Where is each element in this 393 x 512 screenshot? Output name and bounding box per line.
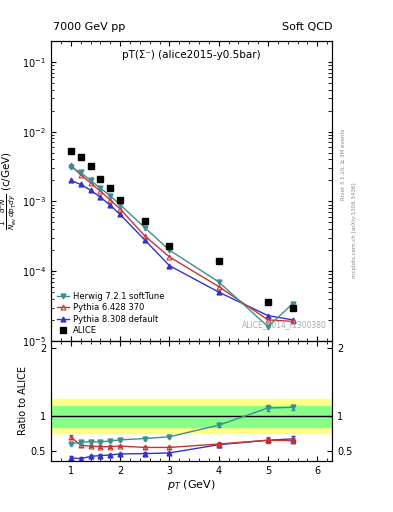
Pythia 6.428 370 xyxy=(108,197,113,203)
ALICE xyxy=(108,185,113,191)
Pythia 6.428 370 xyxy=(88,180,93,186)
Line: Herwig 7.2.1 softTune: Herwig 7.2.1 softTune xyxy=(68,165,295,329)
Y-axis label: $\frac{1}{N_{ev}}\frac{d^{2}N}{dp_{T}dy}$ (c/GeV): $\frac{1}{N_{ev}}\frac{d^{2}N}{dp_{T}dy}… xyxy=(0,152,18,230)
Pythia 8.308 default xyxy=(142,237,147,243)
ALICE xyxy=(98,176,103,182)
Herwig 7.2.1 softTune xyxy=(68,164,73,170)
Pythia 8.308 default xyxy=(108,202,113,208)
Herwig 7.2.1 softTune xyxy=(167,247,172,253)
Line: Pythia 6.428 370: Pythia 6.428 370 xyxy=(68,163,295,324)
Pythia 8.308 default xyxy=(167,263,172,269)
Text: 7000 GeV pp: 7000 GeV pp xyxy=(53,22,125,32)
Line: Pythia 8.308 default: Pythia 8.308 default xyxy=(68,178,295,322)
Pythia 6.428 370 xyxy=(118,206,123,212)
Pythia 8.308 default xyxy=(290,317,295,323)
Pythia 6.428 370 xyxy=(142,233,147,239)
Herwig 7.2.1 softTune xyxy=(88,177,93,183)
Herwig 7.2.1 softTune xyxy=(142,225,147,231)
Pythia 6.428 370 xyxy=(78,172,83,178)
Pythia 8.308 default xyxy=(68,177,73,183)
Pythia 6.428 370 xyxy=(216,284,221,290)
Pythia 8.308 default xyxy=(88,187,93,193)
Herwig 7.2.1 softTune xyxy=(216,279,221,285)
ALICE xyxy=(167,243,172,249)
Pythia 6.428 370 xyxy=(98,188,103,194)
Text: Soft QCD: Soft QCD xyxy=(282,22,332,32)
Herwig 7.2.1 softTune xyxy=(78,169,83,176)
Pythia 6.428 370 xyxy=(68,162,73,168)
ALICE xyxy=(68,148,73,155)
ALICE xyxy=(290,305,295,311)
Herwig 7.2.1 softTune xyxy=(266,324,270,330)
Pythia 8.308 default xyxy=(266,312,270,318)
Line: ALICE: ALICE xyxy=(68,148,296,310)
Pythia 6.428 370 xyxy=(167,254,172,260)
Herwig 7.2.1 softTune xyxy=(118,202,123,208)
Pythia 8.308 default xyxy=(98,194,103,200)
Pythia 8.308 default xyxy=(118,211,123,218)
Herwig 7.2.1 softTune xyxy=(290,301,295,307)
ALICE xyxy=(142,218,147,224)
ALICE xyxy=(266,299,270,305)
Text: pT(Σ⁻) (alice2015-y0.5bar): pT(Σ⁻) (alice2015-y0.5bar) xyxy=(122,50,261,60)
Pythia 8.308 default xyxy=(78,181,83,187)
Legend: Herwig 7.2.1 softTune, Pythia 6.428 370, Pythia 8.308 default, ALICE: Herwig 7.2.1 softTune, Pythia 6.428 370,… xyxy=(55,290,166,337)
Herwig 7.2.1 softTune xyxy=(98,185,103,191)
Y-axis label: Ratio to ALICE: Ratio to ALICE xyxy=(18,366,28,435)
ALICE xyxy=(78,154,83,160)
ALICE xyxy=(88,163,93,169)
Herwig 7.2.1 softTune xyxy=(108,193,113,199)
X-axis label: $p_{T}$ (GeV): $p_{T}$ (GeV) xyxy=(167,478,216,493)
Text: Rivet 3.1.10, ≥ 3M events: Rivet 3.1.10, ≥ 3M events xyxy=(341,128,346,200)
ALICE xyxy=(118,197,123,203)
Text: ALICE_2014_I1300380: ALICE_2014_I1300380 xyxy=(242,320,327,329)
Text: mcplots.cern.ch [arXiv:1306.3436]: mcplots.cern.ch [arXiv:1306.3436] xyxy=(352,183,357,278)
Pythia 8.308 default xyxy=(216,289,221,295)
Pythia 6.428 370 xyxy=(290,318,295,325)
ALICE xyxy=(216,258,221,264)
Pythia 6.428 370 xyxy=(266,317,270,323)
